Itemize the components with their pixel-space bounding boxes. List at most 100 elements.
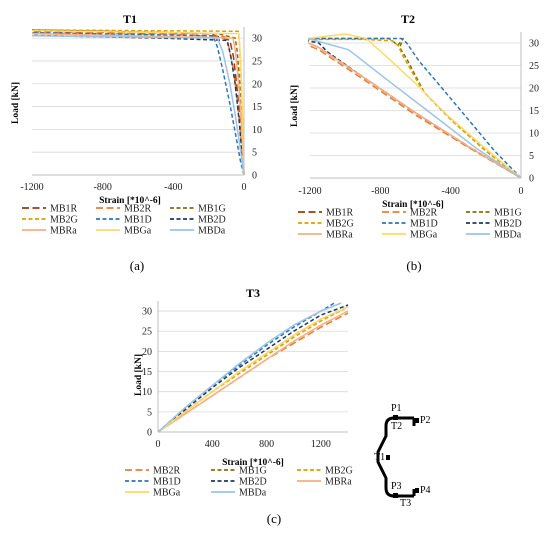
gauge-marker-p2 bbox=[415, 418, 419, 423]
chart-title-t1: T1 bbox=[123, 12, 137, 26]
y-tick-label: 20 bbox=[529, 84, 539, 95]
y-tick-label: 0 bbox=[147, 428, 152, 439]
legend-label-mb2r: MB2R bbox=[410, 208, 438, 219]
x-axis-label-t2: Strain [*10^-6] bbox=[382, 200, 444, 210]
legend-label-mb2d: MB2D bbox=[239, 477, 267, 488]
caption-c: (c) bbox=[267, 511, 281, 526]
y-tick-label: 20 bbox=[142, 347, 152, 358]
gauge-marker-p1 bbox=[393, 415, 398, 420]
y-tick-label: 10 bbox=[142, 387, 152, 398]
grid-t2 bbox=[310, 42, 521, 156]
y-tick-label: 25 bbox=[252, 56, 262, 67]
section-gauge-diagram: P1 P2 T2 T1 P3 P4 T3 bbox=[374, 403, 431, 509]
legend-label-mb1g: MB1G bbox=[494, 208, 522, 219]
gauge-label-p1: P1 bbox=[391, 403, 402, 414]
x-tick-label: 400 bbox=[205, 439, 220, 450]
y-tick-label: 30 bbox=[142, 307, 152, 318]
x-tick-label: 0 bbox=[519, 186, 524, 197]
gauge-label-t2: T2 bbox=[391, 421, 402, 432]
series-line-mb2g bbox=[31, 29, 245, 176]
gauge-marker-t1 bbox=[386, 455, 390, 460]
legend-t2: MB1R MB2R MB1G MB2G MB1D MB2D MBRa MBGa MBDa bbox=[298, 208, 522, 241]
caption-a: (a) bbox=[130, 258, 144, 273]
y-tick-label: 0 bbox=[252, 171, 257, 182]
x-tick-label: 0 bbox=[156, 439, 161, 450]
series-group-t1 bbox=[31, 29, 245, 176]
caption-b: (b) bbox=[406, 258, 421, 273]
y-axis-label-t1: Load [kN] bbox=[11, 82, 21, 124]
series-line-mbra bbox=[307, 42, 522, 179]
legend-label-mbga: MBGa bbox=[153, 488, 181, 499]
series-line-mbga bbox=[157, 306, 349, 433]
series-line-mb1d bbox=[31, 31, 245, 176]
series-line-mb1d bbox=[308, 37, 522, 179]
legend-label-mbra: MBRa bbox=[326, 230, 353, 241]
series-line-mbra bbox=[31, 32, 245, 176]
legend-label-mb1g: MB1G bbox=[198, 204, 226, 215]
y-tick-label: 5 bbox=[147, 407, 152, 418]
z-section-outline bbox=[376, 416, 414, 498]
legend-label-mb2g: MB2G bbox=[50, 215, 78, 226]
y-tick-label: 5 bbox=[252, 148, 257, 159]
chart-title-t2: T2 bbox=[401, 12, 415, 26]
legend-label-mb2r: MB2R bbox=[153, 466, 181, 477]
series-line-mb2g bbox=[308, 38, 522, 179]
chart-panel-t2: T2 0 5 10 15 20 25 30 -1200 -800 -400 0 Strain [*1… bbox=[290, 12, 539, 273]
legend-label-mbda: MBDa bbox=[239, 488, 267, 499]
axes-t3: 0 5 10 15 20 25 30 0 400 800 1200 bbox=[142, 301, 348, 450]
gauge-label-p2: P2 bbox=[420, 415, 431, 426]
y-tick-label: 30 bbox=[252, 34, 262, 45]
y-tick-label: 25 bbox=[529, 61, 539, 72]
legend-label-mb1r: MB1R bbox=[50, 204, 78, 215]
legend-label-mb2d: MB2D bbox=[198, 215, 226, 226]
x-tick-label: 1200 bbox=[311, 439, 331, 450]
legend-label-mb1r: MB1R bbox=[326, 208, 354, 219]
grid-t3 bbox=[158, 310, 348, 413]
y-axis-label-t2: Load [kN] bbox=[290, 85, 300, 127]
y-tick-label: 10 bbox=[252, 125, 262, 136]
series-group-t3 bbox=[157, 302, 349, 433]
x-tick-label: -400 bbox=[441, 186, 459, 197]
series-line-mbda bbox=[31, 35, 245, 176]
x-tick-label: 800 bbox=[259, 439, 274, 450]
grid-t1 bbox=[32, 37, 244, 153]
series-line-mb1r bbox=[31, 30, 245, 176]
legend-label-mb2d: MB2D bbox=[494, 219, 522, 230]
y-tick-label: 15 bbox=[252, 102, 262, 113]
legend-label-mbra: MBRa bbox=[325, 477, 352, 488]
legend-label-mb1d: MB1D bbox=[410, 219, 438, 230]
legend-label-mb2g: MB2G bbox=[325, 466, 353, 477]
x-tick-label: -800 bbox=[371, 186, 389, 197]
legend-label-mb2g: MB2G bbox=[326, 219, 354, 230]
gauge-marker-p3 bbox=[393, 493, 398, 498]
legend-t3: MB2R MB1G MB2G MB1D MB2D MBRa MBGa MBDa bbox=[125, 466, 353, 499]
series-line-mb2d bbox=[157, 304, 349, 433]
y-tick-label: 25 bbox=[142, 327, 152, 338]
gauge-label-t3: T3 bbox=[400, 498, 411, 509]
legend-label-mbga: MBGa bbox=[124, 226, 152, 237]
series-line-mbga bbox=[31, 30, 245, 176]
x-tick-label: 0 bbox=[242, 182, 247, 193]
x-axis-label-t3: Strain [*10^-6] bbox=[222, 458, 284, 468]
x-tick-label: -400 bbox=[164, 182, 182, 193]
series-group-t2 bbox=[307, 33, 522, 179]
x-tick-label: -800 bbox=[93, 182, 111, 193]
y-tick-label: 20 bbox=[252, 79, 262, 90]
gauge-label-p4: P4 bbox=[420, 485, 431, 496]
gauge-label-t1: T1 bbox=[374, 452, 385, 463]
series-line-mb1g bbox=[31, 29, 245, 176]
y-axis-label-t3: Load [kN] bbox=[134, 354, 144, 396]
chart-title-t3: T3 bbox=[246, 286, 260, 300]
legend-label-mbda: MBDa bbox=[198, 226, 226, 237]
legend-label-mb1g: MB1G bbox=[239, 466, 267, 477]
series-line-mbra bbox=[157, 310, 349, 433]
series-line-mb2r bbox=[31, 31, 245, 176]
legend-label-mb1d: MB1D bbox=[153, 477, 181, 488]
legend-label-mbra: MBRa bbox=[50, 226, 77, 237]
legend-label-mbga: MBGa bbox=[410, 230, 438, 241]
gauge-label-p3: P3 bbox=[391, 481, 402, 492]
axes-t2: 0 5 10 15 20 25 30 -1200 -800 -400 0 bbox=[298, 32, 539, 197]
x-tick-label: -1200 bbox=[20, 182, 43, 193]
chart-panel-t1: T1 0 5 10 15 20 25 30 -1200 -800 -400 0 Strain [*1… bbox=[11, 12, 262, 273]
